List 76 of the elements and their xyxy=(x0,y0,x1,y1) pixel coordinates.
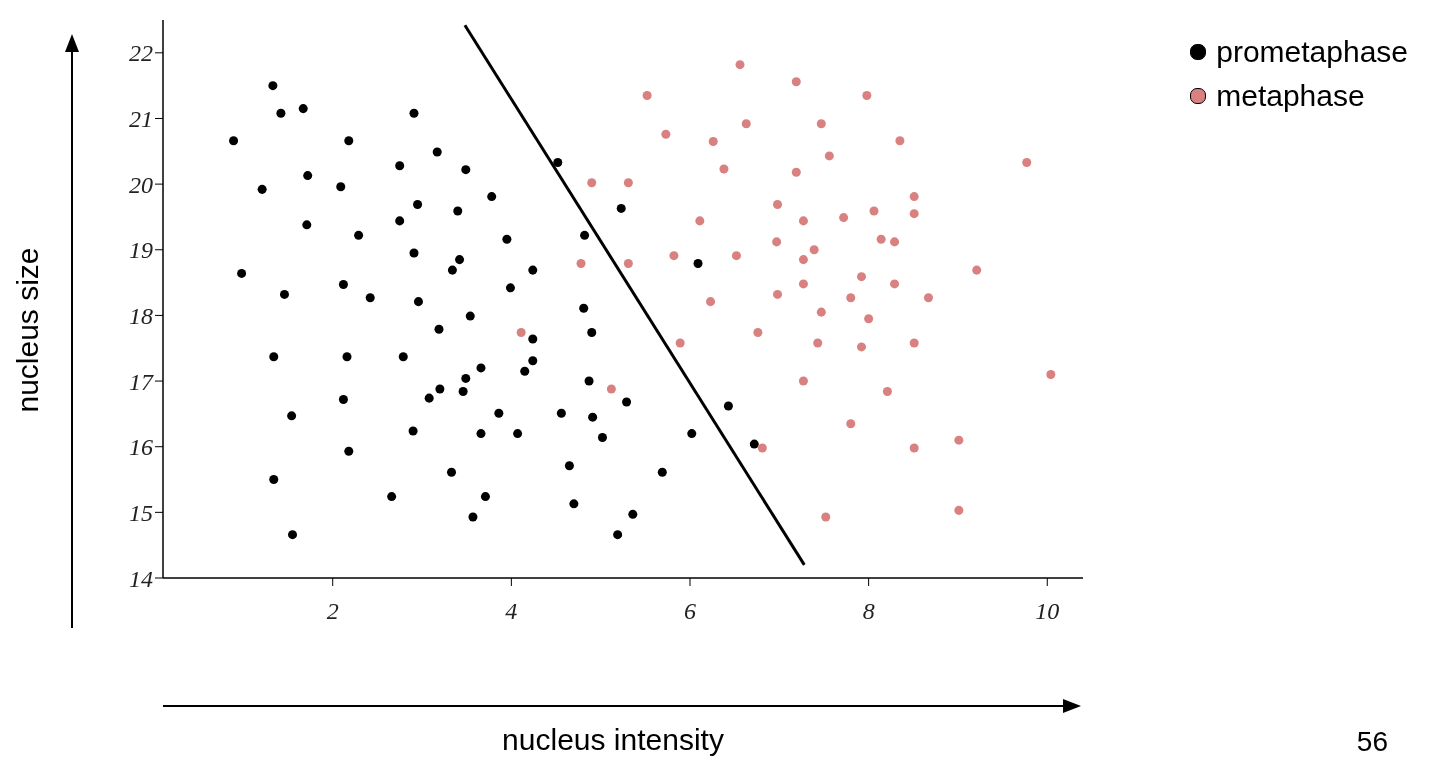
point xyxy=(890,279,900,289)
x-axis-title: nucleus intensity xyxy=(501,723,725,757)
point xyxy=(890,237,900,247)
point xyxy=(791,77,801,87)
point xyxy=(757,443,767,453)
point xyxy=(731,251,741,261)
y-axis-title: nucleus size xyxy=(11,246,45,415)
point xyxy=(661,129,671,139)
point xyxy=(1022,157,1032,167)
point xyxy=(856,342,866,352)
point xyxy=(862,90,872,100)
point xyxy=(846,419,856,429)
y-tick-label: 19 xyxy=(129,237,153,264)
point xyxy=(706,297,716,307)
x-tick-label: 8 xyxy=(862,598,875,625)
point xyxy=(719,164,729,174)
point xyxy=(895,136,905,146)
legend-label: metaphase xyxy=(1216,78,1365,114)
point xyxy=(798,279,808,289)
point xyxy=(824,151,834,161)
legend-label: prometaphase xyxy=(1216,34,1408,70)
point xyxy=(773,199,783,209)
point xyxy=(798,376,808,386)
point xyxy=(972,265,982,275)
point xyxy=(821,512,831,522)
point xyxy=(772,237,782,247)
x-tick-label: 2 xyxy=(326,598,339,625)
point xyxy=(623,259,633,269)
y-tick-label: 16 xyxy=(129,434,153,461)
point xyxy=(909,192,919,202)
x-tick-label: 4 xyxy=(505,598,518,625)
point xyxy=(623,178,633,188)
point xyxy=(669,251,679,261)
y-tick-label: 21 xyxy=(129,105,153,132)
point xyxy=(869,206,879,216)
point xyxy=(576,259,586,269)
text: 56 xyxy=(1356,726,1388,758)
x-tick-label: 6 xyxy=(683,598,696,625)
point xyxy=(954,505,964,515)
point xyxy=(773,289,783,299)
point xyxy=(753,327,763,337)
y-tick-label: 15 xyxy=(129,499,153,526)
point xyxy=(846,293,856,303)
point xyxy=(954,435,964,445)
y-tick-label: 20 xyxy=(129,171,153,198)
point xyxy=(798,216,808,226)
point xyxy=(642,90,652,100)
point xyxy=(791,167,801,177)
point xyxy=(606,384,616,394)
point xyxy=(909,209,919,219)
point xyxy=(516,327,526,337)
point xyxy=(882,387,892,397)
point xyxy=(1046,369,1056,379)
point xyxy=(587,178,597,188)
point xyxy=(909,443,919,453)
point xyxy=(809,245,819,255)
y-tick-label: 17 xyxy=(129,368,154,395)
point xyxy=(675,338,685,348)
y-tick-label: 14 xyxy=(129,565,153,592)
point xyxy=(708,136,718,146)
point xyxy=(864,314,874,324)
y-tick-label: 22 xyxy=(129,40,153,67)
point xyxy=(856,272,866,282)
point xyxy=(813,338,823,348)
x-tick-label: 10 xyxy=(1035,598,1060,625)
point xyxy=(816,307,826,317)
point xyxy=(839,213,849,223)
point xyxy=(816,119,826,129)
point xyxy=(741,119,751,129)
point xyxy=(876,234,886,244)
y-tick-label: 18 xyxy=(129,302,153,329)
point xyxy=(923,293,933,303)
point xyxy=(695,216,705,226)
point xyxy=(909,338,919,348)
point xyxy=(798,255,808,265)
point xyxy=(735,60,745,70)
